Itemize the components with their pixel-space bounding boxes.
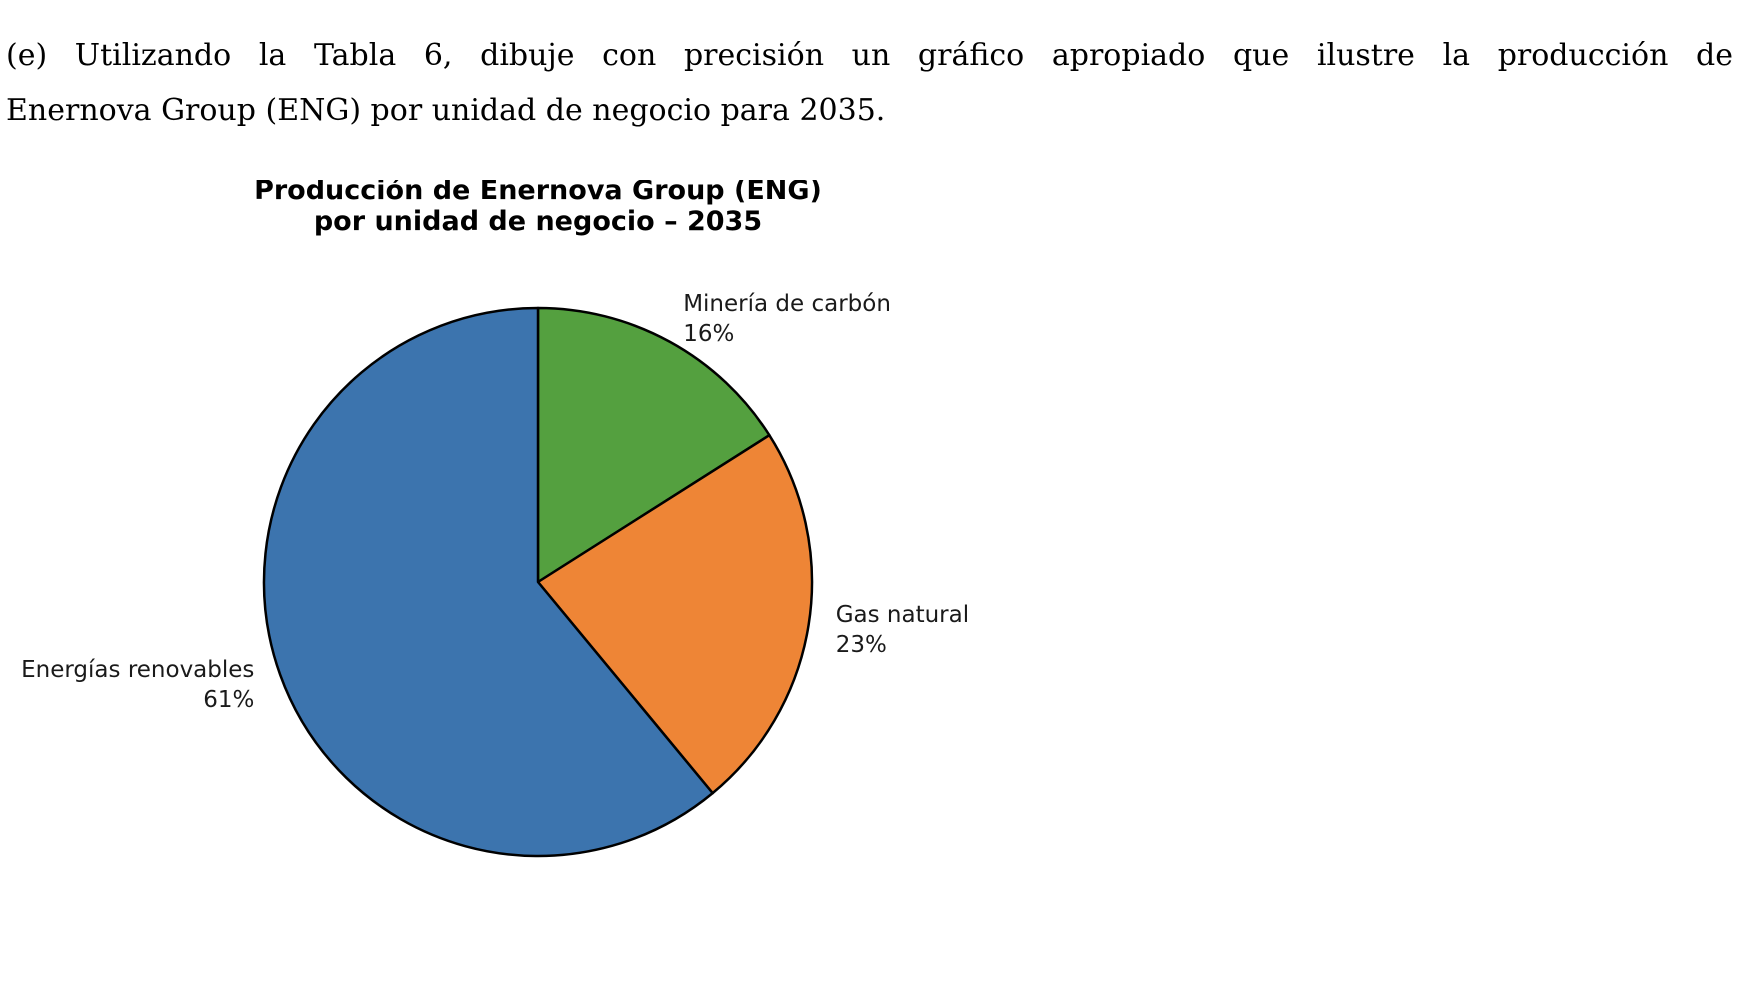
chart-title-line-2: por unidad de negocio – 2035 [314,206,762,237]
question-text: (e) Utilizando la Tabla 6, dibuje con pr… [6,28,1733,138]
chart-title-line-1: Producción de Enernova Group (ENG) [254,180,822,206]
question-line-1: (e) Utilizando la Tabla 6, dibuje con pr… [6,38,1733,73]
slice-percent-3: 61% [203,687,254,713]
pie-slice-1 [536,306,771,584]
pie-chart: Producción de Enernova Group (ENG) por u… [21,180,969,858]
slice-label-3: Energías renovables [21,657,254,683]
pie-slice-3 [262,306,714,858]
slice-percent-1: 16% [683,321,734,347]
pie-labels: Minería de carbón 16% Gas natural 23% Energí… [21,291,969,713]
pie-slices [262,306,814,858]
slice-percent-2: 23% [836,632,887,658]
slice-label-2: Gas natural [836,602,969,628]
question-line-2: Enernova Group (ENG) por unidad de negoc… [6,93,886,128]
pie-slice-2 [536,433,814,795]
slice-label-1: Minería de carbón [683,291,891,317]
